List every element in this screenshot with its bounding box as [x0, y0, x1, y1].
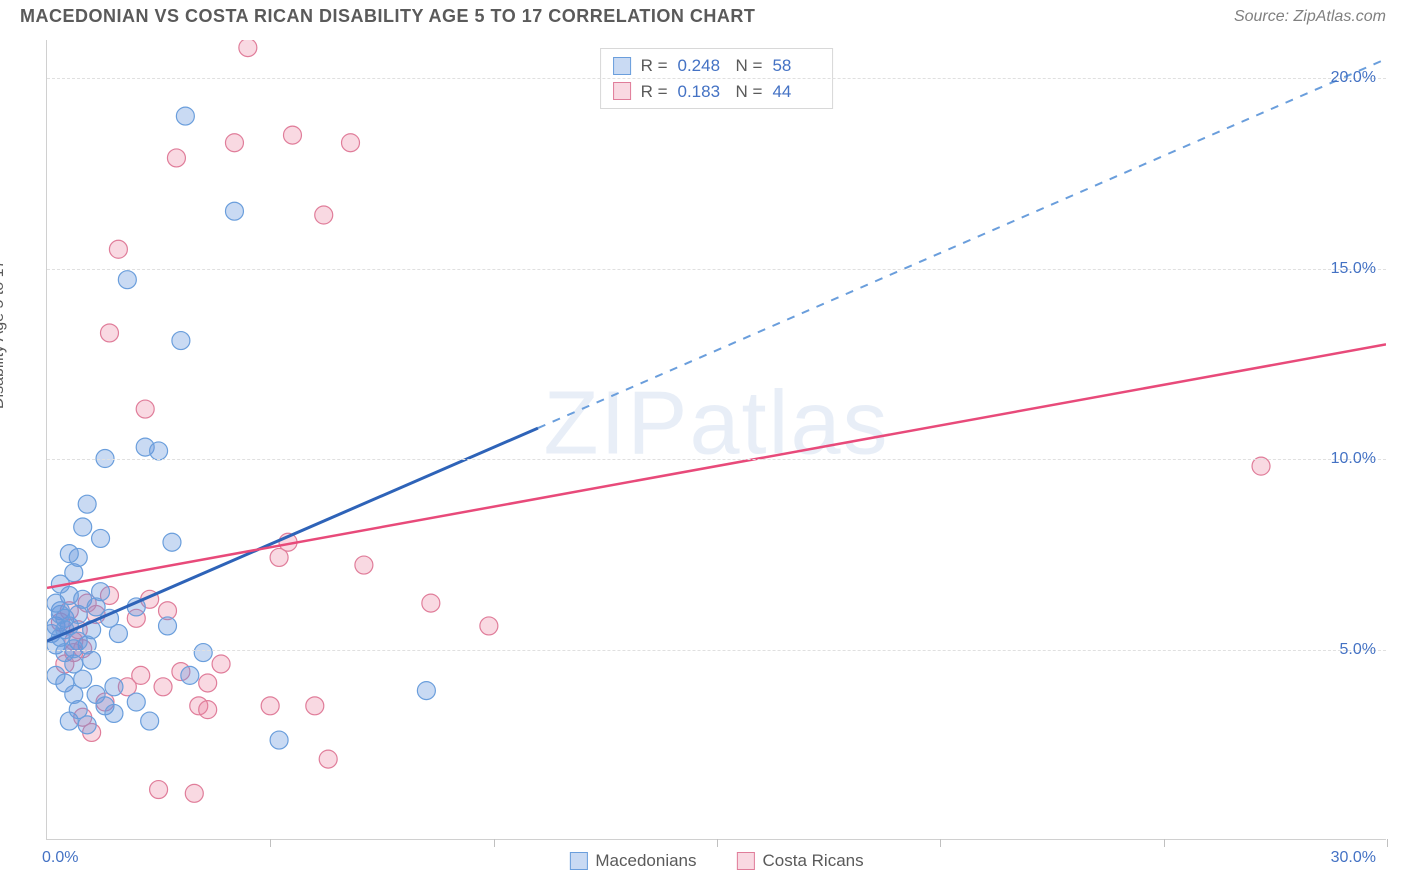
- chart-plot-area: ZIPatlas R = 0.248 N = 58 R = 0.183 N = …: [46, 40, 1386, 840]
- scatter-point-macedonians: [109, 625, 127, 643]
- y-tick-label: 10.0%: [1331, 450, 1376, 468]
- scatter-point-macedonians: [60, 545, 78, 563]
- x-tick-mark: [1387, 839, 1388, 847]
- chart-title: MACEDONIAN VS COSTA RICAN DISABILITY AGE…: [20, 6, 755, 27]
- x-tick-mark: [494, 839, 495, 847]
- scatter-point-costaricans: [239, 40, 257, 57]
- scatter-point-costaricans: [199, 674, 217, 692]
- legend-item-costaricans: Costa Ricans: [737, 851, 864, 871]
- scatter-point-costaricans: [283, 126, 301, 144]
- x-tick-mark: [717, 839, 718, 847]
- y-tick-label: 5.0%: [1340, 641, 1376, 659]
- scatter-point-costaricans: [185, 784, 203, 802]
- scatter-point-macedonians: [105, 704, 123, 722]
- scatter-point-macedonians: [127, 693, 145, 711]
- scatter-point-macedonians: [417, 682, 435, 700]
- legend-swatch-icon: [569, 852, 587, 870]
- legend-swatch-icon: [737, 852, 755, 870]
- scatter-point-costaricans: [261, 697, 279, 715]
- scatter-point-macedonians: [150, 442, 168, 460]
- legend-swatch-macedonians: [613, 57, 631, 75]
- scatter-point-costaricans: [422, 594, 440, 612]
- x-tick-mark: [1164, 839, 1165, 847]
- gridline: [47, 78, 1386, 79]
- scatter-point-costaricans: [167, 149, 185, 167]
- scatter-point-macedonians: [270, 731, 288, 749]
- scatter-point-macedonians: [225, 202, 243, 220]
- x-tick-30: 30.0%: [1331, 849, 1376, 867]
- scatter-point-macedonians: [176, 107, 194, 125]
- gridline: [47, 459, 1386, 460]
- scatter-point-macedonians: [105, 678, 123, 696]
- scatter-point-costaricans: [154, 678, 172, 696]
- scatter-point-costaricans: [306, 697, 324, 715]
- scatter-point-costaricans: [480, 617, 498, 635]
- scatter-point-costaricans: [355, 556, 373, 574]
- series-legend: Macedonians Costa Ricans: [569, 851, 863, 871]
- x-tick-0: 0.0%: [42, 849, 78, 867]
- scatter-point-macedonians: [159, 617, 177, 635]
- source-attribution: Source: ZipAtlas.com: [1234, 8, 1386, 26]
- scatter-point-macedonians: [141, 712, 159, 730]
- x-tick-mark: [940, 839, 941, 847]
- scatter-point-costaricans: [132, 666, 150, 684]
- scatter-point-macedonians: [172, 332, 190, 350]
- y-axis-label: Disability Age 5 to 17: [0, 260, 8, 409]
- gridline: [47, 269, 1386, 270]
- gridline: [47, 650, 1386, 651]
- legend-item-macedonians: Macedonians: [569, 851, 696, 871]
- scatter-point-macedonians: [65, 685, 83, 703]
- scatter-point-macedonians: [87, 598, 105, 616]
- scatter-point-costaricans: [225, 134, 243, 152]
- scatter-point-macedonians: [194, 644, 212, 662]
- y-tick-label: 20.0%: [1331, 69, 1376, 87]
- scatter-point-macedonians: [163, 533, 181, 551]
- scatter-point-macedonians: [47, 594, 65, 612]
- scatter-point-costaricans: [342, 134, 360, 152]
- scatter-point-costaricans: [109, 240, 127, 258]
- scatter-point-macedonians: [181, 666, 199, 684]
- scatter-point-costaricans: [150, 781, 168, 799]
- scatter-point-macedonians: [92, 529, 110, 547]
- scatter-point-macedonians: [78, 716, 96, 734]
- scatter-point-macedonians: [118, 271, 136, 289]
- legend-row-costaricans: R = 0.183 N = 44: [613, 79, 821, 105]
- legend-row-macedonians: R = 0.248 N = 58: [613, 53, 821, 79]
- plot-svg: [47, 40, 1386, 839]
- scatter-point-costaricans: [136, 400, 154, 418]
- scatter-point-costaricans: [270, 548, 288, 566]
- scatter-point-costaricans: [212, 655, 230, 673]
- scatter-point-macedonians: [74, 518, 92, 536]
- legend-swatch-costaricans: [613, 82, 631, 100]
- scatter-point-costaricans: [315, 206, 333, 224]
- scatter-point-costaricans: [100, 324, 118, 342]
- trendline-macedonians-dashed: [538, 59, 1386, 428]
- scatter-point-costaricans: [199, 701, 217, 719]
- scatter-point-macedonians: [78, 495, 96, 513]
- trendline-costaricans: [47, 344, 1386, 588]
- scatter-point-costaricans: [319, 750, 337, 768]
- x-tick-mark: [270, 839, 271, 847]
- y-tick-label: 15.0%: [1331, 260, 1376, 278]
